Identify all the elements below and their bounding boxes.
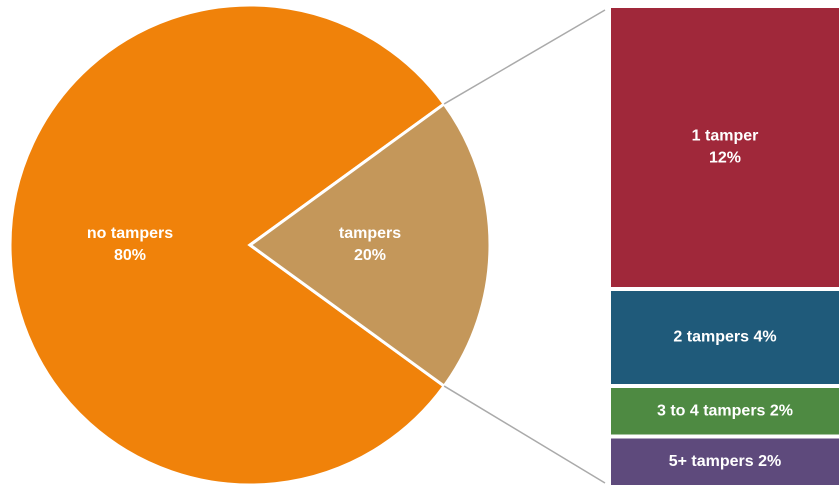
pie-slice — [247, 101, 492, 389]
segment-value: 12% — [709, 150, 741, 167]
bar-segment — [611, 438, 839, 485]
slice-label: tampers — [339, 225, 401, 242]
segment-value: 4% — [753, 329, 776, 346]
segment-value: 2% — [758, 453, 781, 470]
segment-text: 2 tampers 4% — [673, 329, 776, 346]
connector — [443, 9, 606, 105]
connector — [443, 385, 606, 484]
segment-value: 2% — [770, 402, 793, 419]
segment-text: 5+ tampers 2% — [669, 453, 782, 470]
bar-segment — [611, 8, 839, 287]
bar-segment — [611, 291, 839, 384]
segment-text: 3 to 4 tampers 2% — [657, 402, 793, 419]
pie-slice — [8, 3, 447, 485]
bar-segment — [611, 388, 839, 435]
slice-value: 80% — [114, 247, 146, 264]
slice-value: 20% — [354, 247, 386, 264]
segment-label: 3 to 4 tampers — [657, 402, 766, 419]
slice-label: no tampers — [87, 225, 173, 242]
segment-label: 5+ tampers — [669, 453, 754, 470]
segment-label: 2 tampers — [673, 329, 749, 346]
segment-label: 1 tamper — [692, 128, 759, 145]
